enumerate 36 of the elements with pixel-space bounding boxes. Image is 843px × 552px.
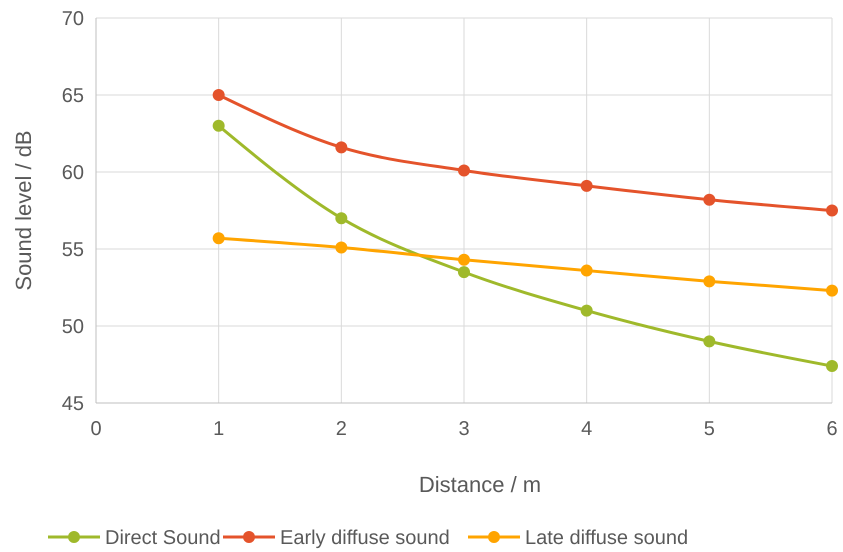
point bbox=[212, 120, 225, 132]
y-tick-label: 55 bbox=[62, 239, 84, 261]
point bbox=[335, 241, 348, 254]
x-tick-label: 3 bbox=[458, 418, 470, 440]
x-axis-title: Distance / m bbox=[418, 472, 542, 497]
x-tick-label: 0 bbox=[90, 418, 102, 440]
x-tick-label: 1 bbox=[213, 418, 224, 440]
legend-label: Early diffuse sound bbox=[280, 527, 450, 549]
point bbox=[458, 254, 470, 266]
point bbox=[335, 141, 348, 154]
x-tick-label: 5 bbox=[704, 418, 715, 440]
y-tick-label: 50 bbox=[62, 316, 84, 338]
point bbox=[458, 164, 470, 176]
x-tick-label: 6 bbox=[826, 418, 838, 440]
point bbox=[335, 212, 348, 224]
point bbox=[703, 335, 716, 348]
point bbox=[458, 266, 470, 278]
point bbox=[703, 275, 716, 288]
point bbox=[826, 284, 838, 297]
y-tick-label: 70 bbox=[62, 8, 84, 30]
x-tick-label: 2 bbox=[336, 418, 347, 440]
point bbox=[580, 264, 593, 277]
y-tick-label: 60 bbox=[62, 162, 84, 184]
legend-label: Late diffuse sound bbox=[525, 527, 688, 549]
point bbox=[212, 232, 225, 244]
point bbox=[580, 180, 593, 192]
x-tick-label: 4 bbox=[581, 418, 592, 440]
point bbox=[826, 360, 838, 372]
legend-label: Direct Sound bbox=[105, 527, 221, 549]
point bbox=[826, 204, 838, 216]
y-axis-title: Sound level / dB bbox=[11, 130, 36, 291]
point bbox=[703, 194, 716, 206]
y-tick-label: 65 bbox=[62, 85, 84, 107]
point bbox=[212, 89, 225, 101]
y-tick-label: 45 bbox=[62, 393, 84, 415]
point bbox=[580, 304, 593, 317]
